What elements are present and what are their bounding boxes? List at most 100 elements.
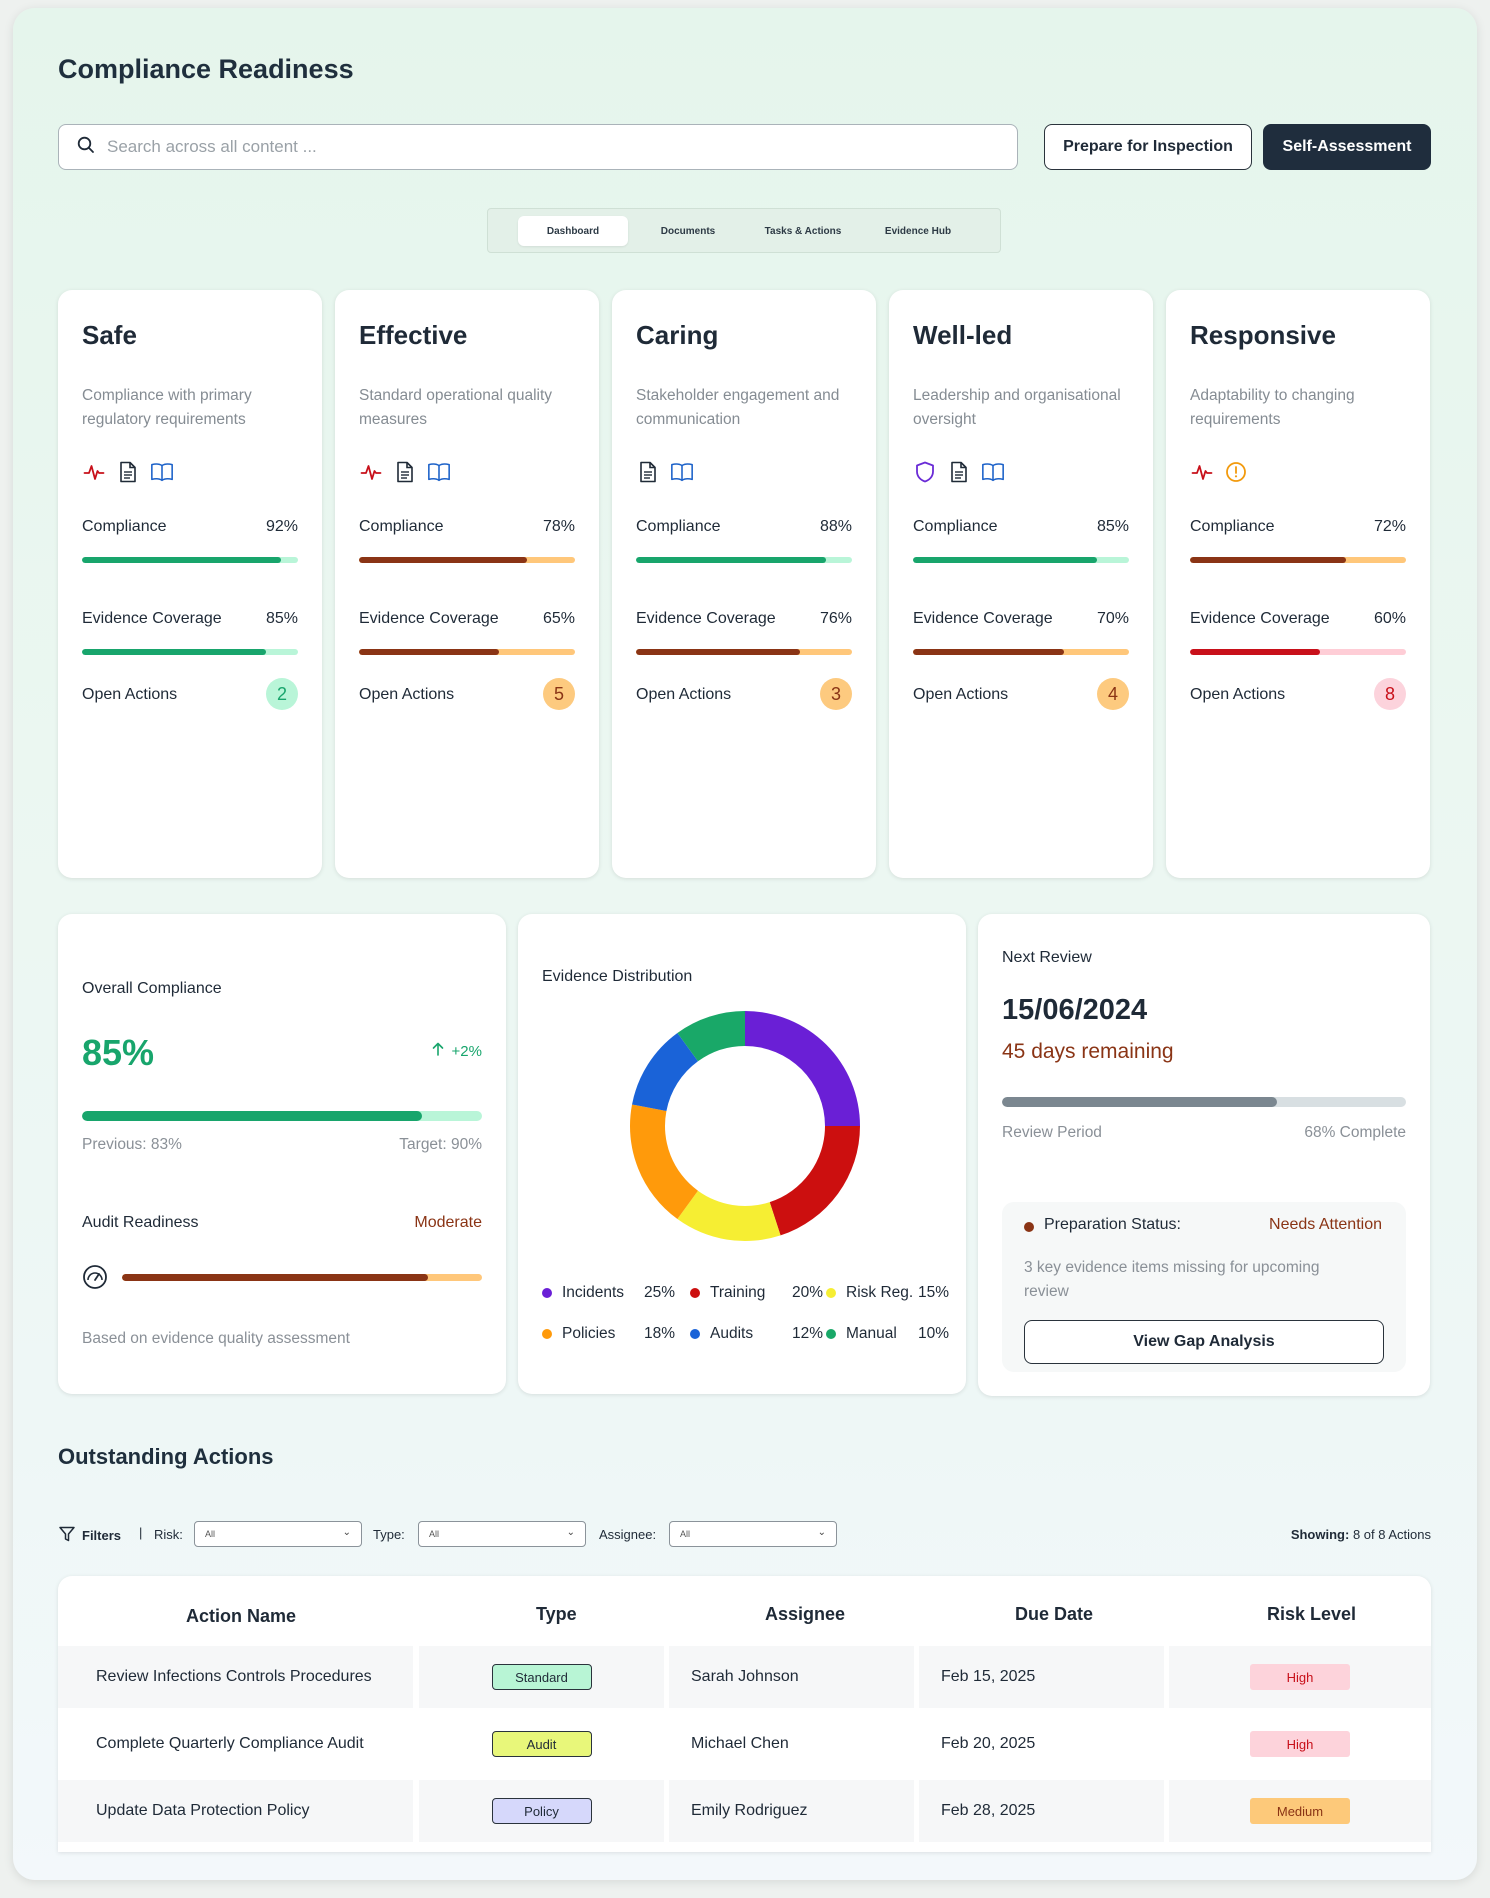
legend-dot [826, 1288, 836, 1298]
domain-card-well-led[interactable]: Well-led Leadership and organisational o… [889, 290, 1153, 878]
risk-filter-select[interactable]: All ⌄ [194, 1521, 362, 1547]
chevron-down-icon: ⌄ [566, 1527, 575, 1538]
audit-readiness-label: Audit Readiness [82, 1214, 199, 1231]
legend-label: Audits [710, 1325, 754, 1342]
assignee-filter-value: All [680, 1529, 691, 1539]
open-actions-badge[interactable]: 5 [543, 678, 575, 710]
evidence-coverage-value: 85% [265, 610, 298, 627]
risk-cell: High [1169, 1713, 1431, 1775]
legend-dot [826, 1329, 836, 1339]
domain-icons [913, 460, 1005, 484]
column-header-due-date[interactable]: Due Date [1015, 1604, 1094, 1624]
evidence-coverage-bar [359, 649, 575, 655]
compliance-bar [82, 557, 298, 563]
column-header-action-name[interactable]: Action Name [186, 1606, 297, 1626]
type-filter-select[interactable]: All ⌄ [418, 1521, 586, 1547]
type-tag: Policy [491, 1798, 592, 1824]
legend-percent: 15% [918, 1284, 950, 1301]
type-cell: Standard [419, 1646, 664, 1708]
tab-documents[interactable]: Documents [660, 225, 716, 237]
evidence-distribution-card: Evidence Distribution Incidents 25% Trai… [518, 914, 966, 1394]
review-complete: 68% Complete [1304, 1124, 1406, 1141]
domain-card-safe[interactable]: Safe Compliance with primary regulatory … [58, 290, 322, 878]
table-row[interactable]: Update Data Protection Policy Policy Emi… [58, 1780, 1431, 1842]
search-input[interactable] [107, 137, 967, 157]
column-header-assignee[interactable]: Assignee [765, 1604, 846, 1624]
domain-description: Standard operational quality measures [359, 387, 553, 428]
tab-dashboard[interactable]: Dashboard [518, 216, 628, 246]
compliance-bar [1190, 557, 1406, 563]
review-period-label: Review Period [1002, 1124, 1102, 1141]
overall-compliance-card: Overall Compliance 85% +2% Previous: 83%… [58, 914, 506, 1394]
legend-item: Manual 10% [826, 1325, 949, 1343]
risk-filter-label: Risk: [154, 1527, 183, 1542]
assignee-filter-label: Assignee: [599, 1527, 657, 1542]
donut-slice-incidents[interactable] [745, 1011, 860, 1126]
assignee-cell: Emily Rodriguez [669, 1780, 914, 1842]
donut-slice-risk-reg-[interactable] [677, 1190, 781, 1241]
book-icon [981, 460, 1005, 484]
donut-slice-manual[interactable] [677, 1011, 745, 1062]
compliance-label: Compliance [636, 518, 721, 535]
legend-percent: 25% [644, 1284, 676, 1301]
donut-slice-training[interactable] [769, 1126, 860, 1236]
prepare-inspection-button[interactable]: Prepare for Inspection [1044, 124, 1252, 170]
open-actions-label: Open Actions [913, 686, 1009, 703]
chevron-down-icon: ⌄ [817, 1527, 826, 1538]
view-gap-analysis-button[interactable]: View Gap Analysis [1024, 1320, 1384, 1364]
preparation-status-panel: Preparation Status: Needs Attention 3 ke… [1002, 1202, 1406, 1372]
donut-slice-policies[interactable] [630, 1104, 698, 1220]
open-actions-badge[interactable]: 4 [1097, 678, 1129, 710]
legend-label: Manual [846, 1325, 897, 1342]
column-header-type[interactable]: Type [536, 1604, 577, 1624]
legend-item: Risk Reg. 15% [826, 1284, 949, 1302]
evidence-coverage-label: Evidence Coverage [1190, 610, 1330, 627]
evidence-coverage-label: Evidence Coverage [913, 610, 1053, 627]
filter-icon [58, 1525, 76, 1546]
compliance-value: 72% [1373, 518, 1406, 535]
domain-card-caring[interactable]: Caring Stakeholder engagement and commun… [612, 290, 876, 878]
domain-description: Compliance with primary regulatory requi… [82, 387, 252, 428]
legend-label: Incidents [562, 1284, 625, 1301]
open-actions-badge[interactable]: 2 [266, 678, 298, 710]
type-cell: Audit [419, 1713, 664, 1775]
evidence-donut-chart [630, 1011, 860, 1241]
open-actions-badge[interactable]: 8 [1374, 678, 1406, 710]
legend-dot [542, 1329, 552, 1339]
action-name-cell: Review Infections Controls Procedures [58, 1646, 413, 1708]
domain-card-effective[interactable]: Effective Standard operational quality m… [335, 290, 599, 878]
overall-compliance-label: Overall Compliance [82, 980, 222, 997]
document-icon [947, 460, 971, 484]
domain-icons [359, 460, 451, 484]
table-row[interactable]: Complete Quarterly Compliance Audit Audi… [58, 1713, 1431, 1775]
evidence-coverage-value: 65% [542, 610, 575, 627]
filters-toggle[interactable]: Filters [58, 1525, 121, 1546]
audit-note: Based on evidence quality assessment [82, 1330, 350, 1347]
domain-title: Safe [82, 320, 137, 350]
donut-slice-audits[interactable] [632, 1032, 698, 1112]
due-date-cell: Feb 15, 2025 [919, 1646, 1164, 1708]
showing-label: Showing: [1290, 1527, 1350, 1542]
domain-description: Leadership and organisational oversight [913, 387, 1121, 428]
document-icon [116, 460, 140, 484]
next-review-label: Next Review [1002, 949, 1092, 966]
domain-description: Adaptability to changing requirements [1190, 387, 1355, 428]
self-assessment-button[interactable]: Self-Assessment [1263, 124, 1431, 170]
compliance-value: 78% [542, 518, 575, 535]
shield-icon [913, 460, 937, 484]
legend-label: Training [710, 1284, 766, 1301]
column-header-risk-level[interactable]: Risk Level [1267, 1604, 1357, 1624]
tab-evidence-hub[interactable]: Evidence Hub [884, 225, 952, 237]
legend-percent: 20% [792, 1284, 824, 1301]
evidence-coverage-bar [1190, 649, 1406, 655]
table-row[interactable]: Review Infections Controls Procedures St… [58, 1646, 1431, 1708]
assignee-filter-select[interactable]: All ⌄ [669, 1521, 837, 1547]
open-actions-badge[interactable]: 3 [820, 678, 852, 710]
assignee-cell: Sarah Johnson [669, 1646, 914, 1708]
compliance-value: 85% [1096, 518, 1129, 535]
domain-card-responsive[interactable]: Responsive Adaptability to changing requ… [1166, 290, 1430, 878]
search-box[interactable] [58, 124, 1018, 170]
open-actions-label: Open Actions [82, 686, 178, 703]
filters-label: Filters [82, 1528, 122, 1543]
tab-tasks-actions[interactable]: Tasks & Actions [764, 225, 842, 237]
